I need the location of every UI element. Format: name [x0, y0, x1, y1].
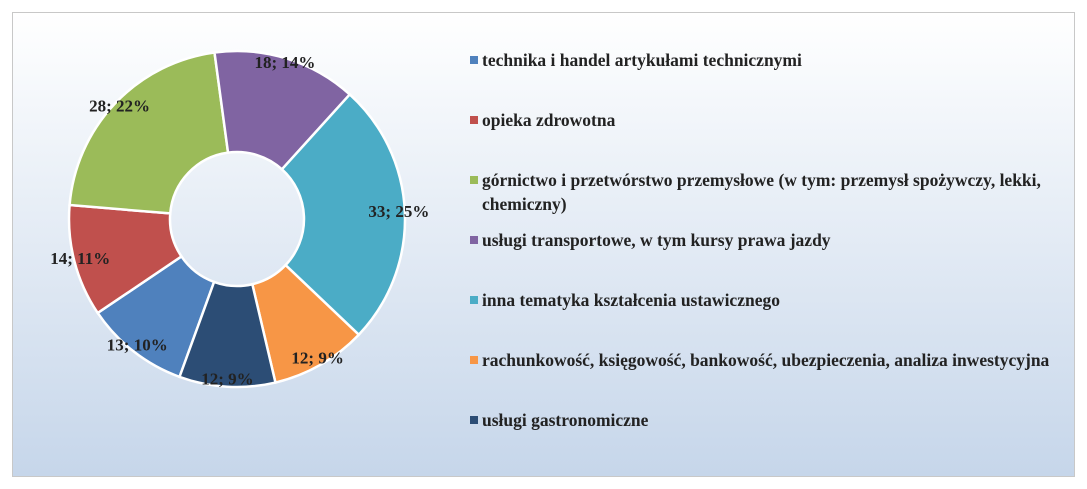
legend-label: technika i handel artykułami technicznym… [482, 50, 802, 70]
legend-swatch [470, 236, 478, 244]
legend-label: usługi transportowe, w tym kursy prawa j… [482, 230, 831, 250]
legend-item: rachunkowość, księgowość, bankowość, ube… [470, 348, 1070, 408]
legend-item: usługi gastronomiczne [470, 408, 1070, 468]
donut-segment [68, 51, 230, 215]
legend-label: opieka zdrowotna [482, 110, 616, 130]
legend-swatch [470, 116, 478, 124]
legend: technika i handel artykułami technicznym… [470, 48, 1070, 468]
legend-item: technika i handel artykułami technicznym… [470, 48, 1070, 108]
data-label: 28; 22% [89, 96, 150, 115]
data-label: 13; 10% [107, 336, 168, 355]
legend-swatch [470, 356, 478, 364]
legend-swatch [470, 416, 478, 424]
data-label: 33; 25% [368, 202, 429, 221]
donut-segment [280, 92, 407, 337]
legend-swatch [470, 176, 478, 184]
legend-label: usługi gastronomiczne [482, 410, 649, 430]
data-label: 12; 9% [291, 348, 343, 367]
legend-swatch [470, 56, 478, 64]
data-label: 18; 14% [255, 53, 316, 72]
legend-item: opieka zdrowotna [470, 108, 1070, 168]
legend-label: rachunkowość, księgowość, bankowość, ube… [482, 350, 1050, 370]
legend-item: usługi transportowe, w tym kursy prawa j… [470, 228, 1070, 288]
data-label: 12; 9% [201, 370, 253, 389]
legend-item: inna tematyka kształcenia ustawicznego [470, 288, 1070, 348]
legend-item: górnictwo i przetwórstwo przemysłowe (w … [470, 168, 1070, 228]
legend-swatch [470, 296, 478, 304]
donut-segment [177, 280, 277, 389]
donut-segment [213, 49, 352, 172]
legend-label: górnictwo i przetwórstwo przemysłowe (w … [482, 170, 1041, 214]
data-label: 14; 11% [50, 249, 110, 268]
legend-label: inna tematyka kształcenia ustawicznego [482, 290, 780, 310]
